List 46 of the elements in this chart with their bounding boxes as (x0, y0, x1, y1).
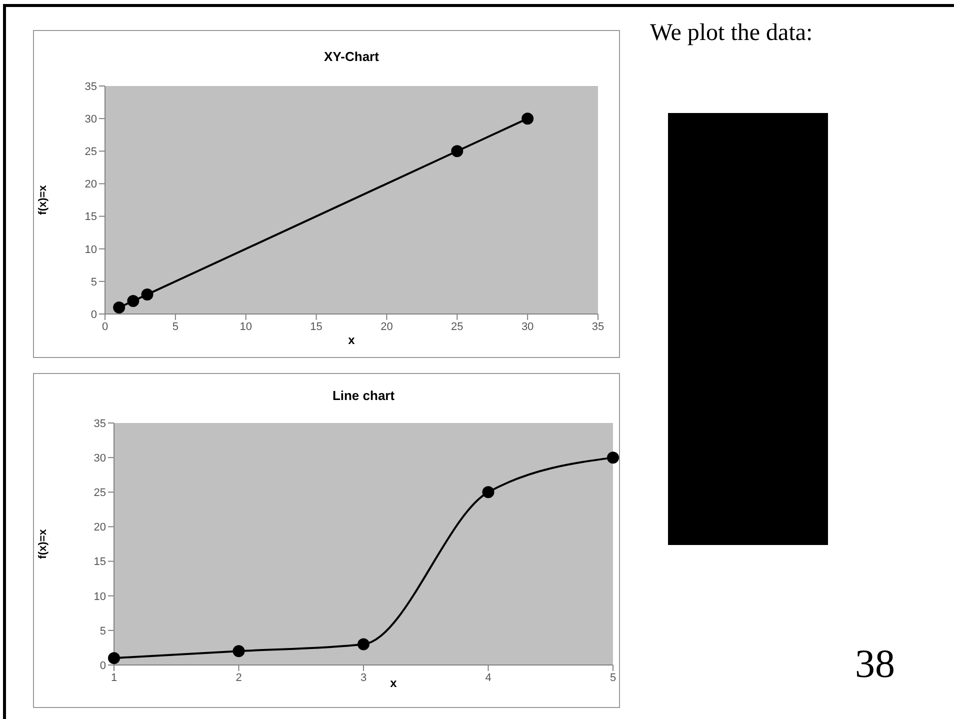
x-tick-label: 5 (172, 320, 178, 333)
y-tick-label: 35 (84, 80, 97, 93)
y-tick-label: 30 (84, 113, 97, 126)
chart-title: Line chart (331, 388, 396, 403)
y-tick-label: 10 (94, 590, 106, 603)
text: 38 (855, 640, 895, 687)
y-axis-title: f(x)=x (36, 528, 49, 559)
y-tick-label: 5 (100, 625, 106, 638)
x-tick-label: 30 (521, 320, 534, 333)
x-tick-label: 35 (592, 320, 604, 333)
chart-title: XY-Chart (323, 49, 380, 64)
point (358, 638, 370, 650)
x-axis-title: x (348, 333, 356, 347)
point (522, 112, 534, 125)
point (141, 288, 154, 300)
x-tick-label: 2 (236, 672, 242, 684)
y-tick-label: 5 (90, 276, 97, 288)
point (113, 301, 126, 314)
y-tick-label: 25 (94, 487, 106, 500)
point (127, 294, 140, 307)
point (482, 486, 494, 498)
x-tick-label: 20 (380, 320, 393, 333)
point (451, 145, 464, 158)
x-axis-title: x (390, 676, 398, 690)
y-axis-title: f(x)=x (36, 184, 49, 215)
x-tick-label: 4 (485, 672, 492, 684)
y-tick-label: 20 (84, 178, 97, 191)
x-tick-label: 15 (310, 320, 322, 333)
text: We plot the data: (650, 20, 813, 47)
x-tick-label: 3 (360, 672, 367, 684)
y-tick-label: 25 (84, 146, 97, 158)
y-tick-label: 0 (90, 308, 97, 321)
y-tick-label: 15 (94, 556, 106, 568)
y-tick-label: 15 (84, 211, 97, 224)
y-tick-label: 35 (94, 418, 106, 430)
point (232, 645, 245, 658)
y-tick-label: 20 (94, 522, 106, 534)
x-tick-label: 10 (240, 320, 252, 333)
x-tick-label: 5 (610, 672, 616, 684)
y-tick-label: 0 (100, 660, 106, 672)
point (607, 452, 619, 464)
y-tick-label: 10 (84, 244, 97, 256)
x-tick-label: 25 (451, 320, 464, 333)
x-tick-label: 1 (110, 672, 118, 684)
point (108, 652, 120, 664)
y-tick-label: 30 (94, 452, 106, 464)
